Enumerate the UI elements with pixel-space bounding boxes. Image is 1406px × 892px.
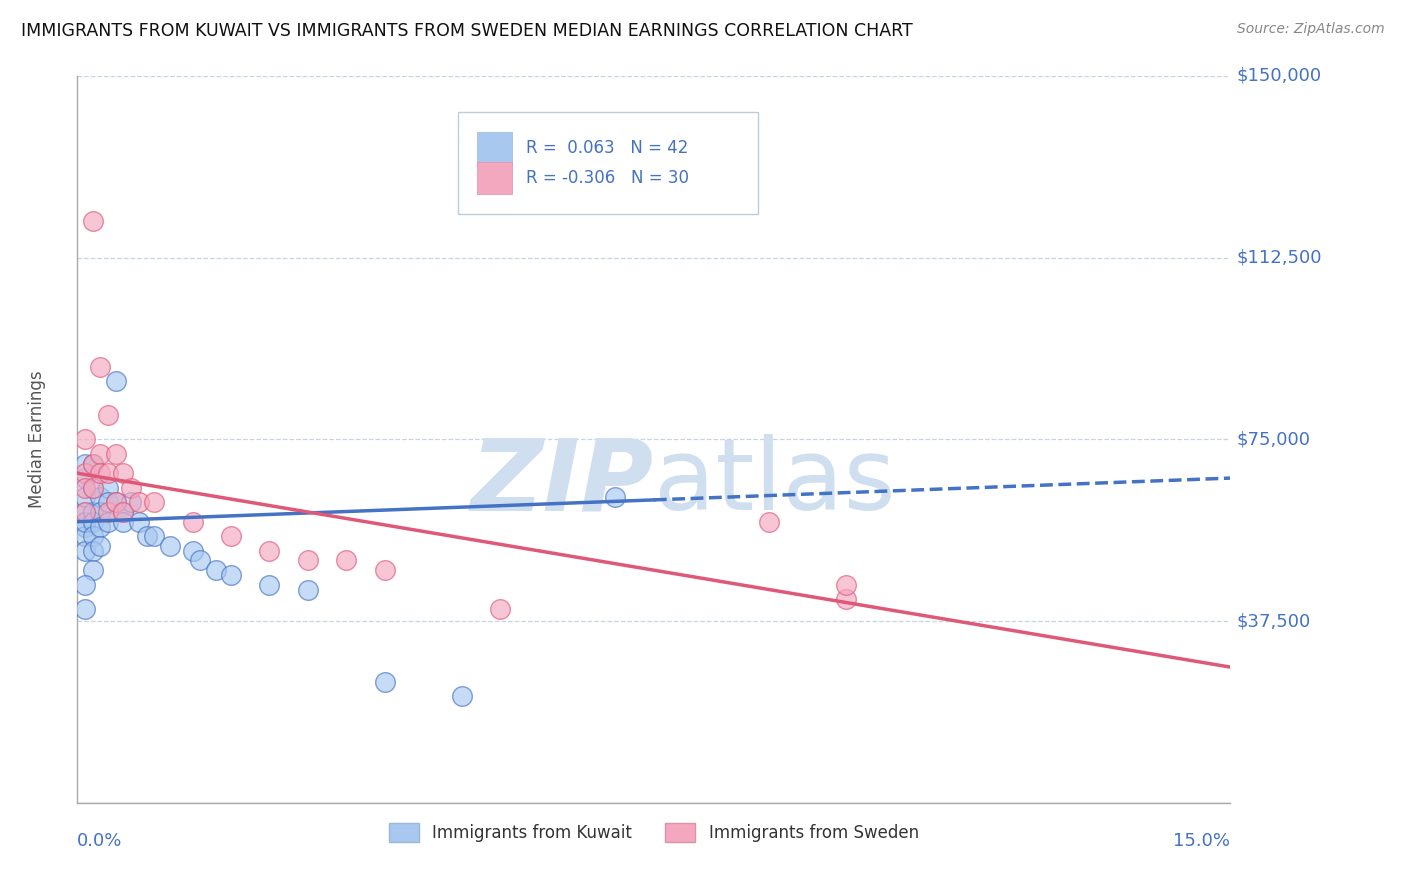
Point	[104, 495, 127, 509]
Point	[259, 543, 281, 558]
Point	[82, 214, 104, 228]
Point	[97, 481, 120, 495]
Legend: Immigrants from Kuwait, Immigrants from Sweden: Immigrants from Kuwait, Immigrants from …	[382, 816, 925, 849]
Point	[112, 505, 135, 519]
Point	[181, 515, 204, 529]
Point	[374, 563, 396, 577]
Point	[89, 359, 111, 374]
FancyBboxPatch shape	[478, 132, 512, 164]
Point	[120, 495, 142, 509]
Point	[82, 457, 104, 471]
Point	[104, 447, 127, 461]
Point	[335, 553, 357, 567]
Point	[73, 505, 96, 519]
Point	[73, 491, 96, 505]
Point	[82, 481, 104, 495]
Text: R = -0.306   N = 30: R = -0.306 N = 30	[526, 169, 689, 187]
Text: Source: ZipAtlas.com: Source: ZipAtlas.com	[1237, 22, 1385, 37]
Point	[297, 582, 319, 597]
Point	[112, 467, 135, 481]
Point	[89, 505, 111, 519]
Point	[89, 447, 111, 461]
Text: IMMIGRANTS FROM KUWAIT VS IMMIGRANTS FROM SWEDEN MEDIAN EARNINGS CORRELATION CHA: IMMIGRANTS FROM KUWAIT VS IMMIGRANTS FRO…	[21, 22, 912, 40]
Point	[73, 471, 96, 485]
Point	[73, 543, 96, 558]
Point	[135, 529, 157, 543]
Point	[73, 481, 96, 495]
Point	[73, 467, 96, 481]
Point	[104, 374, 127, 388]
Point	[73, 578, 96, 592]
Point	[374, 674, 396, 689]
Point	[143, 529, 166, 543]
Text: $75,000: $75,000	[1236, 430, 1310, 449]
Point	[73, 457, 96, 471]
Point	[73, 529, 96, 543]
Text: 15.0%: 15.0%	[1173, 832, 1230, 850]
Point	[219, 568, 242, 582]
Point	[97, 515, 120, 529]
Text: 0.0%: 0.0%	[77, 832, 122, 850]
Point	[835, 592, 858, 607]
Point	[128, 495, 150, 509]
Point	[73, 602, 96, 616]
Text: atlas: atlas	[654, 434, 896, 532]
FancyBboxPatch shape	[458, 112, 758, 214]
Point	[219, 529, 242, 543]
Point	[82, 457, 104, 471]
Point	[73, 505, 96, 519]
Point	[104, 495, 127, 509]
Point	[82, 529, 104, 543]
Text: $112,500: $112,500	[1236, 249, 1322, 267]
Point	[82, 481, 104, 495]
Point	[159, 539, 181, 553]
Point	[605, 491, 627, 505]
Point	[89, 539, 111, 553]
Point	[97, 505, 120, 519]
Point	[82, 515, 104, 529]
Point	[82, 543, 104, 558]
Point	[97, 408, 120, 422]
Point	[835, 578, 858, 592]
Text: Median Earnings: Median Earnings	[28, 370, 46, 508]
Point	[97, 495, 120, 509]
Text: ZIP: ZIP	[471, 434, 654, 532]
Point	[73, 515, 96, 529]
Text: $37,500: $37,500	[1236, 612, 1310, 630]
Point	[143, 495, 166, 509]
Point	[297, 553, 319, 567]
Point	[82, 505, 104, 519]
Point	[89, 491, 111, 505]
Text: R =  0.063   N = 42: R = 0.063 N = 42	[526, 139, 688, 157]
Point	[188, 553, 211, 567]
Point	[112, 515, 135, 529]
Point	[450, 689, 472, 703]
Point	[204, 563, 226, 577]
Point	[758, 515, 780, 529]
Point	[97, 467, 120, 481]
Point	[89, 519, 111, 533]
Point	[82, 563, 104, 577]
Point	[112, 505, 135, 519]
Point	[259, 578, 281, 592]
FancyBboxPatch shape	[478, 161, 512, 194]
Point	[181, 543, 204, 558]
Point	[120, 481, 142, 495]
Point	[128, 515, 150, 529]
Point	[73, 432, 96, 446]
Point	[89, 467, 111, 481]
Point	[489, 602, 512, 616]
Text: $150,000: $150,000	[1236, 67, 1322, 85]
Point	[73, 519, 96, 533]
